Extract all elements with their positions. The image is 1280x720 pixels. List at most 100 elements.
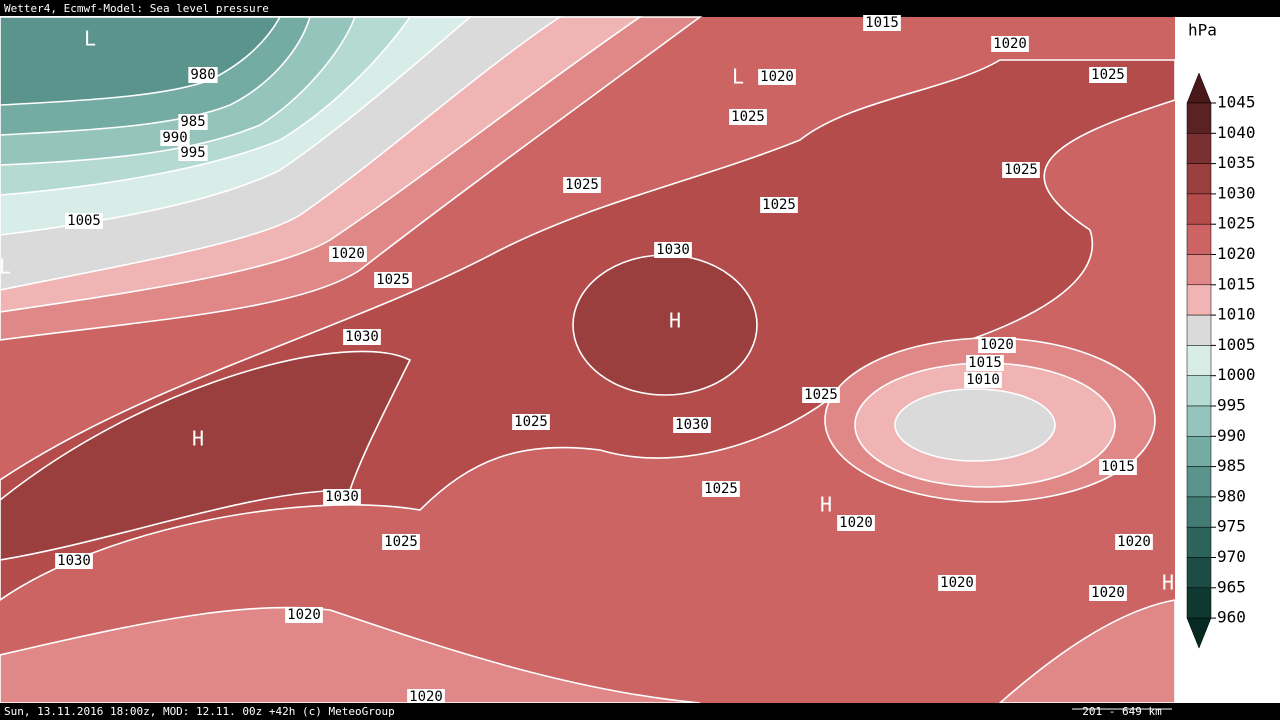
legend-swatch	[1186, 405, 1212, 437]
legend-level-label: 980	[1217, 486, 1246, 505]
legend-level-label: 1030	[1217, 183, 1256, 202]
isobar-label-text: 995	[180, 145, 205, 161]
isobar-label-text: 1020	[409, 689, 443, 705]
legend-unit: hPa	[1188, 21, 1217, 40]
isobar-label: 1020	[1089, 585, 1127, 601]
isobar-label: 995	[178, 145, 208, 161]
isobar-label-text: 1025	[376, 272, 410, 288]
isobar-label: 1020	[837, 515, 875, 531]
isobar-label-box	[382, 534, 420, 550]
isobar-label-box	[991, 36, 1029, 52]
legend-swatch	[1186, 526, 1212, 558]
legend-level-label: 970	[1217, 547, 1246, 566]
isobar-label: 1015	[966, 355, 1004, 371]
isobar-label: 980	[188, 67, 218, 83]
legend-swatch	[1186, 345, 1212, 376]
legend-swatch	[1186, 102, 1212, 134]
isobar-label-box	[343, 329, 381, 345]
isobar-label: 1025	[1002, 162, 1040, 178]
isobar-label-box	[285, 607, 323, 623]
isobar-label-box	[407, 689, 445, 705]
isobar-label-text: 1020	[1091, 585, 1125, 601]
isobar-label-box	[673, 417, 711, 433]
isobar-label: 990	[160, 130, 190, 146]
legend-swatch	[1186, 375, 1212, 407]
legend-arrow-bottom	[1186, 617, 1212, 649]
isobar-label-box	[729, 109, 767, 125]
isobar-label-box	[758, 69, 796, 85]
isobar-label-text: 1025	[804, 387, 838, 403]
isobar-label: 1025	[1089, 67, 1127, 83]
isobar-label-text: 1015	[968, 355, 1002, 371]
isobar-label-box	[329, 246, 367, 262]
isobar-label-box	[654, 242, 692, 258]
isobar-label-text: 1025	[762, 197, 796, 213]
isobar-label-box	[1089, 585, 1127, 601]
isobar-label-box	[65, 213, 103, 229]
isobar-label-box	[178, 114, 208, 130]
isobar-label: 1030	[343, 329, 381, 345]
pressure-center: H	[820, 493, 832, 517]
legend-swatch	[1186, 466, 1212, 498]
pressure-center: H	[1162, 571, 1174, 595]
isobar-label-text: 1020	[287, 607, 321, 623]
isobar-label: 1025	[374, 272, 412, 288]
isobar-label-text: 1015	[1101, 459, 1135, 475]
isobar-label-box	[1089, 67, 1127, 83]
isobar-label: 1025	[729, 109, 767, 125]
isobar-label-text: 1025	[704, 481, 738, 497]
isobar-label-text: 1020	[760, 69, 794, 85]
isobar-label-box	[938, 575, 976, 591]
scale-label: 201 - 649 km	[1082, 705, 1162, 718]
legend-level-label: 975	[1217, 517, 1246, 536]
legend-level-label: 1025	[1217, 214, 1256, 233]
legend-level-label: 985	[1217, 456, 1246, 475]
isobar-label-text: 990	[162, 130, 187, 146]
header-bar	[0, 0, 1280, 17]
legend-level-label: 995	[1217, 396, 1246, 415]
isobar-label-box	[837, 515, 875, 531]
legend-level-label: 1035	[1217, 153, 1256, 172]
footer-text: Sun, 13.11.2016 18:00z, MOD: 12.11. 00z …	[4, 705, 395, 718]
legend-arrow-top	[1186, 72, 1212, 104]
pressure-center: L	[732, 65, 744, 89]
isobar-label: 1030	[323, 489, 361, 505]
isobar-label-box	[55, 553, 93, 569]
isobar-label: 1015	[863, 15, 901, 31]
legend-level-label: 1020	[1217, 244, 1256, 263]
legend-swatch	[1186, 223, 1212, 255]
map	[0, 16, 1176, 704]
isobar-label-box	[188, 67, 218, 83]
isobar-label-box	[978, 337, 1016, 353]
isobar-label-text: 1030	[345, 329, 379, 345]
isobar-label-box	[702, 481, 740, 497]
isobar-label-box	[802, 387, 840, 403]
legend: 1045 1040 1035 1030 1025 1020 1015 1010 1005 1000…	[1186, 72, 1256, 649]
isobar-label-box	[1115, 534, 1153, 550]
isobar-label-box	[1002, 162, 1040, 178]
header-title: Wetter4, Ecmwf-Model: Sea level pressure	[4, 2, 269, 15]
isobar-label-text: 1025	[1091, 67, 1125, 83]
isobar-label: 1020	[329, 246, 367, 262]
isobar-label-box	[512, 414, 550, 430]
isobar-label-box	[374, 272, 412, 288]
legend-swatch	[1186, 163, 1212, 195]
isobar-label: 1020	[1115, 534, 1153, 550]
legend-swatch	[1186, 557, 1212, 589]
isobar-label-box	[966, 355, 1004, 371]
isobar-label: 1025	[382, 534, 420, 550]
isobar-label: 1030	[55, 553, 93, 569]
isobar-label: 1030	[673, 417, 711, 433]
isobar-label-text: 1025	[384, 534, 418, 550]
pressure-center: H	[669, 309, 681, 333]
isobar-label-box	[863, 15, 901, 31]
isobar-label-text: 985	[180, 114, 205, 130]
isobar-label: 1020	[991, 36, 1029, 52]
isobar-label-box	[563, 177, 601, 193]
legend-level-label: 1005	[1217, 335, 1256, 354]
isobar-label: 1025	[563, 177, 601, 193]
legend-swatch	[1186, 496, 1212, 528]
legend-level-label: 990	[1217, 426, 1246, 445]
legend-swatch	[1186, 314, 1212, 346]
